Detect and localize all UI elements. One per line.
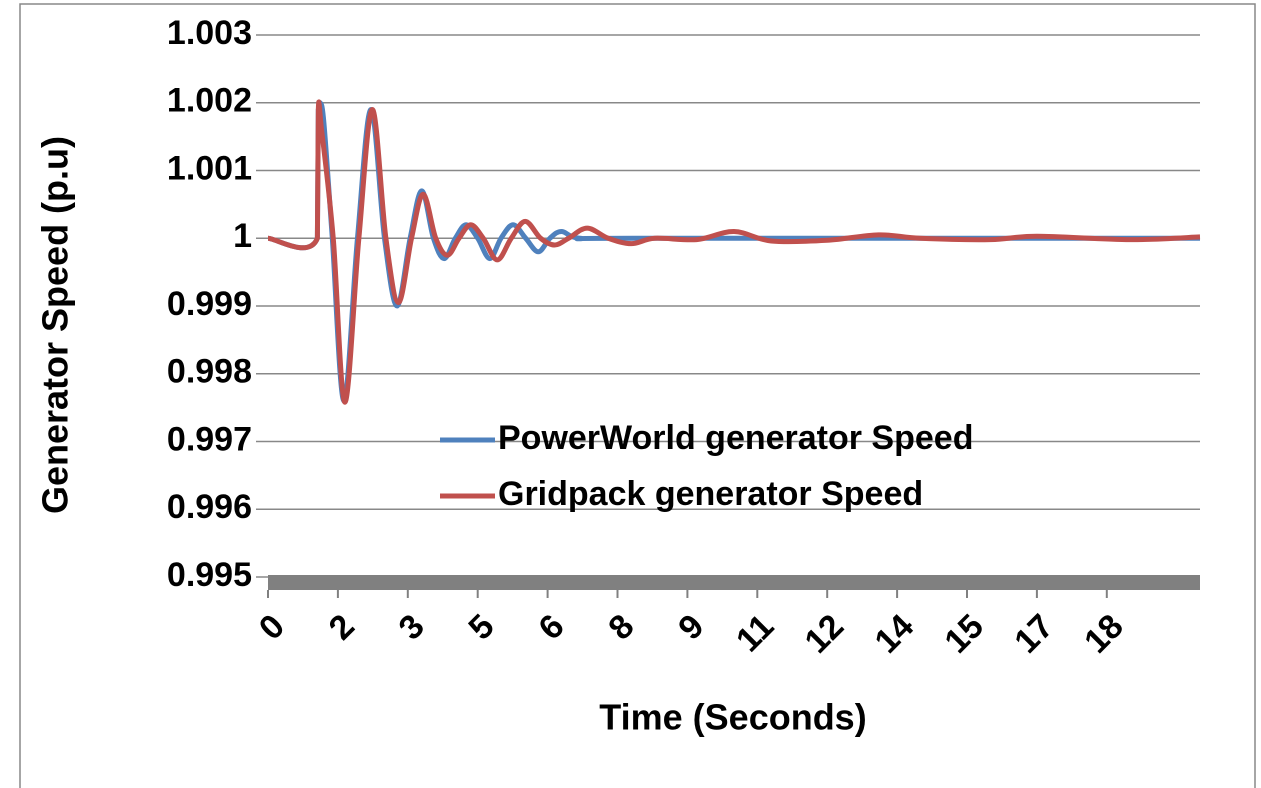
series-line (267, 99, 1201, 405)
y-axis-title: Generator Speed (p.u) (35, 136, 76, 514)
y-tick-label: 1.001 (167, 149, 252, 187)
y-tick-label: 0.995 (167, 556, 252, 594)
y-tick-label: 0.998 (167, 353, 252, 391)
y-tick-label: 1 (233, 217, 252, 255)
legend-label: Gridpack generator Speed (498, 475, 923, 513)
chart-border (19, 3, 1256, 788)
y-tick-label: 1.003 (167, 14, 252, 52)
y-tick-label: 0.999 (167, 285, 252, 323)
x-axis-line (268, 575, 1200, 590)
legend: PowerWorld generator Speed Gridpack gener… (440, 419, 973, 513)
y-tick-label: 0.997 (167, 420, 252, 458)
y-tick-label: 0.996 (167, 488, 252, 526)
y-tick-label: 1.002 (167, 82, 252, 120)
x-axis-title: Time (Seconds) (599, 697, 866, 738)
legend-label: PowerWorld generator Speed (498, 419, 973, 457)
plot-lines (267, 99, 1201, 405)
